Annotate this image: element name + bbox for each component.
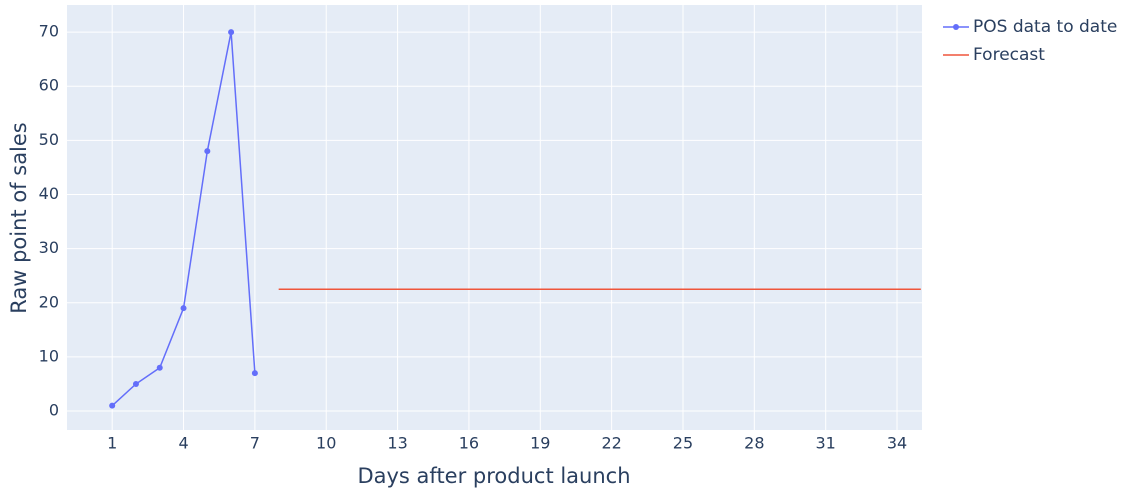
y-tick-label: 0 <box>49 401 59 420</box>
data-point <box>156 364 163 371</box>
legend-label: POS data to date <box>973 17 1117 37</box>
data-point <box>251 370 258 377</box>
y-tick-label: 40 <box>39 184 59 203</box>
y-tick-label: 60 <box>39 76 59 95</box>
x-tick-label: 22 <box>601 434 621 453</box>
y-axis-title: Raw point of sales <box>7 122 31 314</box>
x-tick-label: 1 <box>107 434 117 453</box>
y-tick-label: 10 <box>39 346 59 365</box>
data-point <box>132 380 139 387</box>
x-tick-label: 34 <box>887 434 907 453</box>
legend-marker <box>953 24 959 30</box>
y-tick-label: 30 <box>39 238 59 257</box>
x-tick-label: 13 <box>387 434 407 453</box>
legend-label: Forecast <box>973 45 1045 65</box>
x-tick-label: 16 <box>459 434 479 453</box>
x-tick-label: 31 <box>815 434 835 453</box>
plot-area <box>67 5 922 430</box>
x-tick-label: 4 <box>178 434 188 453</box>
x-axis-title: Days after product launch <box>357 464 630 488</box>
y-tick-label: 20 <box>39 292 59 311</box>
y-tick-label: 50 <box>39 130 59 149</box>
data-point <box>180 305 187 312</box>
y-tick-label: 70 <box>39 22 59 41</box>
data-point <box>204 148 211 155</box>
x-tick-label: 10 <box>316 434 336 453</box>
x-tick-label: 25 <box>673 434 693 453</box>
x-tick-label: 28 <box>744 434 764 453</box>
data-point <box>109 402 116 409</box>
x-tick-label: 19 <box>530 434 550 453</box>
x-tick-label: 7 <box>250 434 260 453</box>
data-point <box>228 29 235 36</box>
